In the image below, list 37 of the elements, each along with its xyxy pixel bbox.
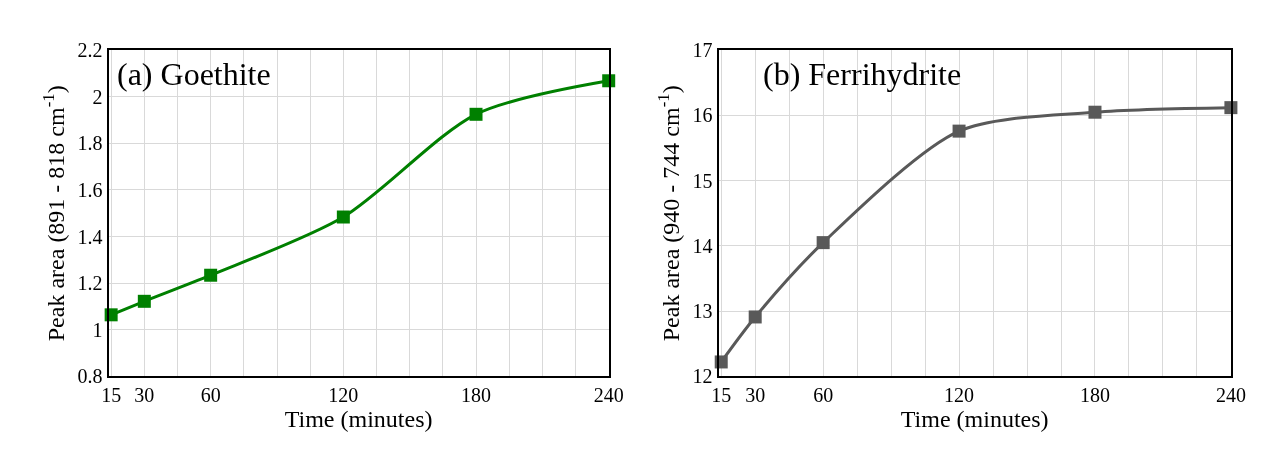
y-tick-label: 14 (692, 234, 713, 257)
annotation: (a) Goethite (117, 56, 271, 92)
point (469, 107, 483, 121)
annotation: (b) Ferrihydrite (763, 56, 962, 92)
x-tick-label: 120 (944, 384, 975, 407)
x-tick-label: 30 (134, 384, 155, 407)
y-tick-label: 1.6 (77, 178, 103, 201)
x-tick-label: 30 (745, 384, 766, 407)
y-tick-label: 1.2 (77, 272, 103, 295)
y-tick-label: 16 (692, 104, 713, 127)
x-tick-label: 120 (328, 384, 359, 407)
y-tick-label: 1.4 (77, 225, 103, 248)
point (137, 294, 151, 308)
x-tick-label: 60 (813, 384, 834, 407)
y-tick-label: 1.8 (77, 132, 103, 155)
x-tick-label: 180 (461, 384, 492, 407)
y-tick-label: 15 (692, 169, 713, 192)
point (336, 210, 350, 224)
x-tick-label: 240 (1215, 384, 1246, 407)
x-axis-title: Time (minutes) (284, 406, 433, 433)
y-tick-label: 12 (692, 365, 713, 388)
y-tick-label: 0.8 (77, 365, 103, 388)
x-tick-label: 240 (593, 384, 624, 407)
point (816, 236, 830, 250)
point (1088, 105, 1102, 119)
point (204, 268, 218, 282)
y-tick-label: 2.2 (77, 39, 103, 62)
y-tick-label: 13 (692, 300, 713, 323)
y-tick-label: 1 (92, 318, 103, 341)
y-tick-label: 2 (92, 85, 103, 108)
x-axis-title: Time (minutes) (900, 406, 1049, 433)
y-tick-label: 17 (692, 39, 713, 62)
point (748, 310, 762, 324)
x-tick-label: 180 (1079, 384, 1110, 407)
point (952, 124, 966, 138)
x-tick-label: 60 (200, 384, 221, 407)
x-tick-label: 15 (711, 384, 732, 407)
